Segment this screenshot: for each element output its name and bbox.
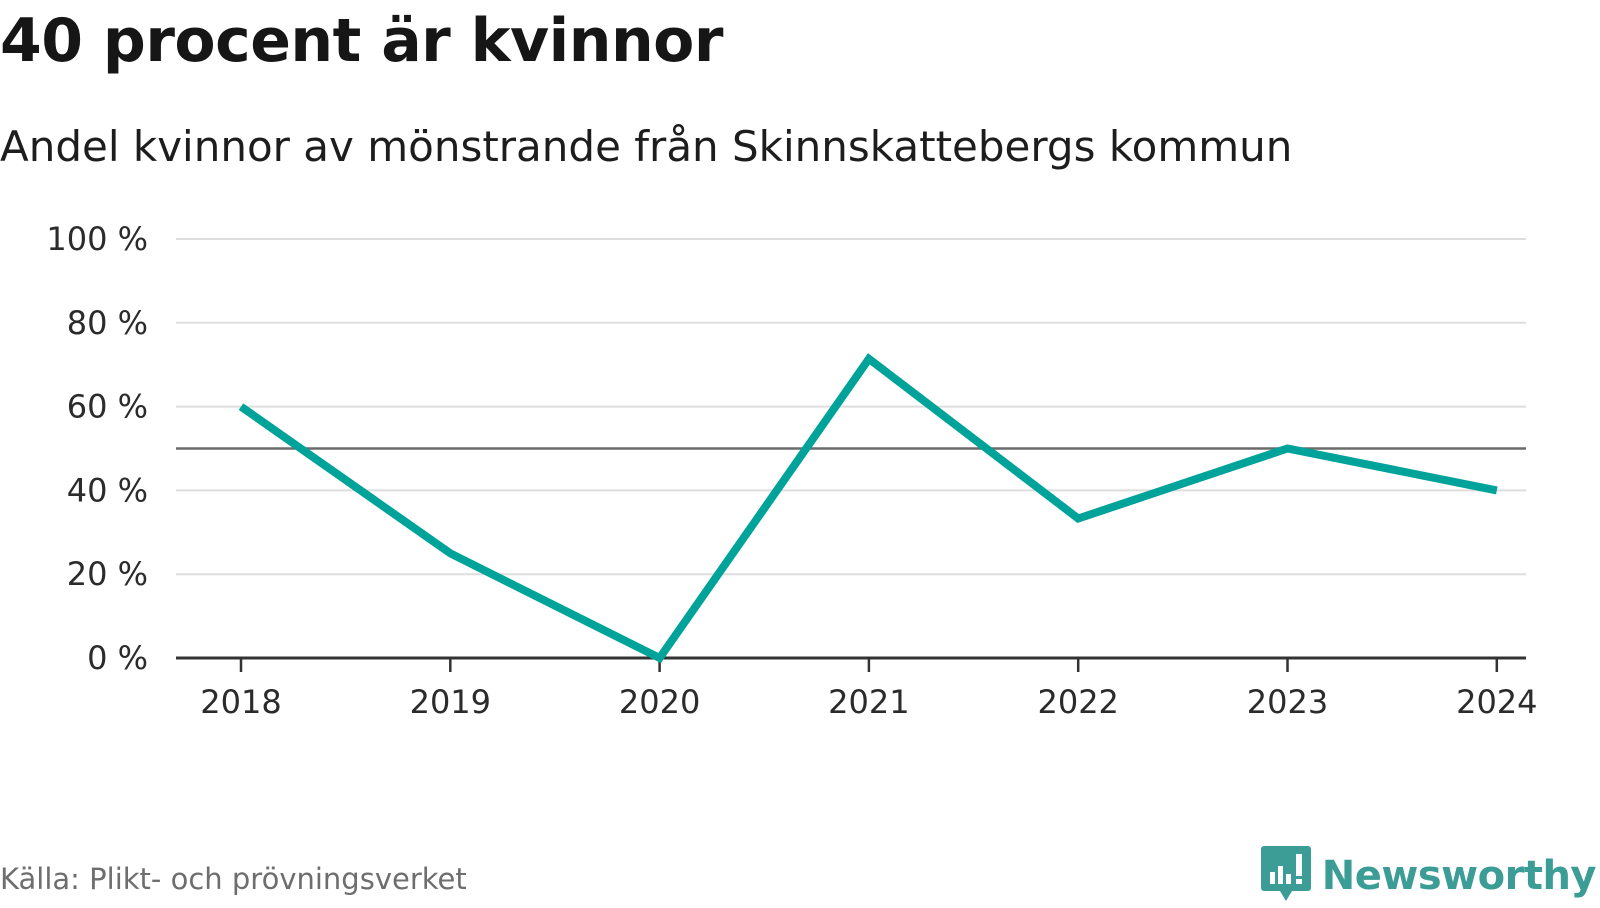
x-tick-label-2018: 2018	[200, 683, 281, 721]
y-tick-label-20: 20 %	[67, 555, 148, 593]
x-tick-label-2021: 2021	[828, 683, 909, 721]
y-tick-label-80: 80 %	[67, 304, 148, 342]
chart-subtitle: Andel kvinnor av mönstrande från Skinnsk…	[0, 122, 1293, 171]
source-note: Källa: Plikt- och prövningsverket	[0, 862, 467, 896]
y-tick-label-60: 60 %	[67, 388, 148, 426]
x-tick-label-2023: 2023	[1247, 683, 1328, 721]
x-tick-label-2020: 2020	[619, 683, 700, 721]
chart-title: 40 procent är kvinnor	[0, 6, 723, 76]
y-tick-labels: 0 % 20 % 40 % 60 % 80 % 100 %	[46, 220, 148, 677]
x-axis	[176, 656, 1526, 672]
newsworthy-logo-icon	[1260, 844, 1312, 908]
brand-name: Newsworthy	[1321, 853, 1597, 899]
x-tick-label-2022: 2022	[1037, 683, 1118, 721]
grid-lines	[176, 238, 1526, 576]
y-tick-label-100: 100 %	[46, 220, 148, 258]
y-tick-label-0: 0 %	[87, 639, 148, 677]
x-tick-label-2019: 2019	[410, 683, 491, 721]
x-tick-label-2024: 2024	[1456, 683, 1537, 721]
brand-logo: Newsworthy	[1260, 844, 1597, 908]
series-layer	[238, 353, 1498, 664]
series-line-0	[238, 353, 1498, 664]
x-tick-labels: 2018 2019 2020 2021 2022 2023 2024	[200, 683, 1537, 721]
y-tick-label-40: 40 %	[67, 471, 148, 509]
